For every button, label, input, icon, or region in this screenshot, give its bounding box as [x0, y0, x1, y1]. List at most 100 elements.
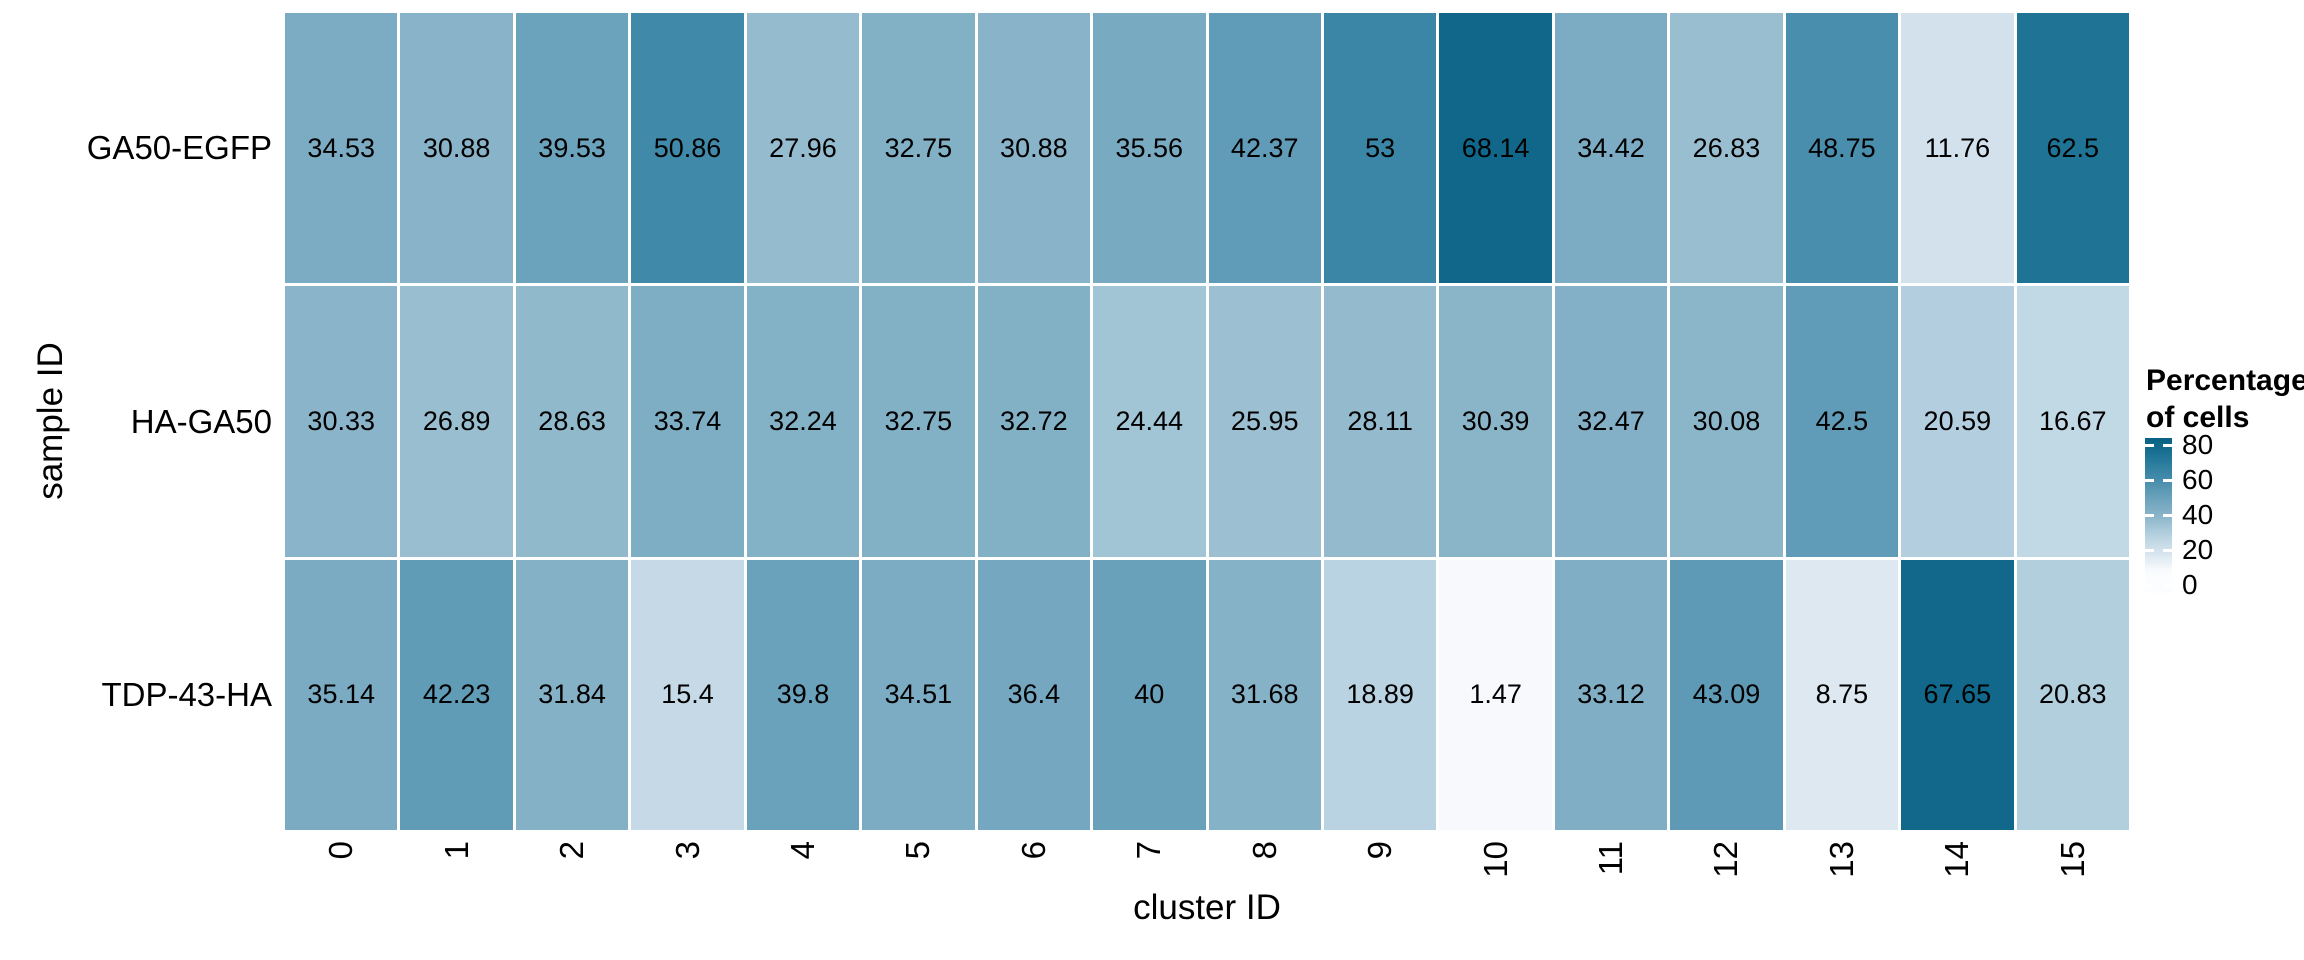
heatmap-cell: 43.09 [1670, 559, 1783, 830]
legend-title-line-1: Percentage [2146, 364, 2304, 397]
heatmap-cell: 42.23 [400, 559, 513, 830]
heatmap-cell-value: 34.51 [884, 679, 953, 710]
legend-title-line-2: of cells [2146, 401, 2250, 434]
heatmap-cell-value: 1.47 [1469, 679, 1522, 710]
heatmap-cell: 33.12 [1554, 559, 1668, 830]
heatmap-cell: 53 [1323, 13, 1437, 284]
heatmap-cell-value: 32.47 [1577, 405, 1645, 436]
column-label: 3 [668, 841, 706, 860]
heatmap-cell-value: 32.72 [1000, 405, 1068, 436]
heatmap-cell: 30.08 [1670, 286, 1783, 557]
colorbar-tick-label: 60 [2182, 464, 2214, 495]
heatmap-cell-value: 11.76 [1924, 132, 1991, 163]
heatmap-cell-value: 26.89 [422, 405, 491, 436]
heatmap-cell-value: 33.12 [1577, 679, 1645, 710]
heatmap-cell-value: 39.53 [538, 132, 606, 163]
heatmap-cell: 35.14 [285, 559, 398, 830]
colorbar-tick-label: 40 [2182, 499, 2214, 530]
heatmap-cell: 8.75 [1785, 559, 1899, 830]
heatmap-cell: 18.89 [1323, 559, 1437, 830]
heatmap-cell: 42.5 [1785, 286, 1899, 557]
heatmap-cell: 15.4 [631, 559, 744, 830]
heatmap-cell-value: 42.5 [1815, 405, 1869, 436]
heatmap-cell: 28.11 [1323, 286, 1437, 557]
heatmap-cell: 30.33 [285, 286, 398, 557]
colorbar-tick [2145, 444, 2154, 447]
heatmap-cell-value: 32.75 [884, 405, 953, 436]
heatmap-cell-value: 42.23 [422, 679, 491, 710]
heatmap-cell-value: 53 [1365, 132, 1396, 163]
column-label: 5 [899, 841, 937, 860]
colorbar-tick [2163, 479, 2172, 482]
row-label: TDP-43-HA [101, 675, 272, 713]
heatmap-cell: 25.95 [1208, 286, 1321, 557]
heatmap-cell: 30.88 [977, 13, 1091, 284]
colorbar-tick-label: 80 [2182, 429, 2214, 460]
heatmap-cell-value: 31.68 [1230, 679, 1299, 710]
heatmap-cell-value: 30.08 [1692, 405, 1761, 436]
heatmap-cell: 11.76 [1901, 13, 2014, 284]
heatmap-cell: 31.84 [515, 559, 629, 830]
colorbar-tick [2145, 584, 2154, 587]
column-label: 2 [553, 841, 591, 860]
heatmap-cell: 32.47 [1554, 286, 1668, 557]
heatmap-cell-value: 28.63 [538, 405, 606, 436]
heatmap-cell-value: 30.33 [307, 405, 375, 436]
heatmap-cell: 40 [1093, 559, 1206, 830]
column-label: 0 [322, 841, 360, 860]
heatmap-cell-value: 68.14 [1461, 132, 1530, 163]
colorbar-tick [2163, 549, 2172, 552]
heatmap-cell: 30.39 [1439, 286, 1552, 557]
heatmap-cell: 32.75 [862, 13, 975, 284]
column-label: 15 [2053, 841, 2091, 878]
colorbar-tick-label: 0 [2182, 569, 2198, 600]
heatmap-cell: 34.51 [862, 559, 975, 830]
colorbar-tick [2145, 479, 2154, 482]
colorbar-tick [2163, 584, 2172, 587]
column-label: 12 [1707, 841, 1745, 878]
heatmap-cell: 48.75 [1785, 13, 1899, 284]
heatmap-cell-value: 27.96 [769, 132, 837, 163]
heatmap-cell-value: 16.67 [2038, 405, 2107, 436]
heatmap-cell-value: 34.42 [1577, 132, 1645, 163]
heatmap-cell: 32.72 [977, 286, 1091, 557]
heatmap-cell-value: 33.74 [653, 405, 722, 436]
colorbar-tick [2145, 514, 2154, 517]
heatmap-cell-value: 15.4 [661, 679, 714, 710]
heatmap-cell: 26.89 [400, 286, 513, 557]
heatmap-cell-value: 34.53 [307, 132, 375, 163]
heatmap-cell: 68.14 [1439, 13, 1552, 284]
heatmap-cell-value: 24.44 [1115, 405, 1184, 436]
heatmap-cell-value: 36.4 [1007, 679, 1061, 710]
heatmap-cell-value: 26.83 [1692, 132, 1761, 163]
y-axis-title: sample ID [31, 342, 70, 500]
heatmap-cell: 20.59 [1901, 286, 2014, 557]
heatmap-cell: 67.65 [1901, 559, 2014, 830]
heatmap-cell-value: 25.95 [1230, 405, 1299, 436]
colorbar-tick [2145, 549, 2154, 552]
heatmap-cell: 62.5 [2016, 13, 2129, 284]
heatmap-cell: 34.53 [285, 13, 398, 284]
heatmap-cell-value: 67.65 [1923, 679, 1992, 710]
heatmap-cell: 34.42 [1554, 13, 1668, 284]
heatmap-cell-value: 32.24 [769, 405, 837, 436]
heatmap-cell: 16.67 [2016, 286, 2129, 557]
heatmap-cell: 1.47 [1439, 559, 1552, 830]
heatmap-cell-value: 62.5 [2046, 132, 2100, 163]
heatmap-cell: 20.83 [2016, 559, 2129, 830]
column-label: 4 [783, 841, 821, 860]
heatmap-cell-value: 30.39 [1461, 405, 1530, 436]
heatmap-cell: 39.53 [515, 13, 629, 284]
heatmap-cell-value: 43.09 [1692, 679, 1761, 710]
heatmap-cell: 26.83 [1670, 13, 1783, 284]
heatmap-cell: 27.96 [746, 13, 860, 284]
row-label: HA-GA50 [130, 402, 272, 440]
heatmap-cell: 35.56 [1093, 13, 1206, 284]
heatmap-cell-value: 31.84 [538, 679, 606, 710]
heatmap-cell-value: 18.89 [1346, 679, 1414, 710]
heatmap-cell: 33.74 [631, 286, 744, 557]
heatmap-cell: 32.24 [746, 286, 860, 557]
column-label: 1 [437, 841, 475, 860]
heatmap-cell: 39.8 [746, 559, 860, 830]
